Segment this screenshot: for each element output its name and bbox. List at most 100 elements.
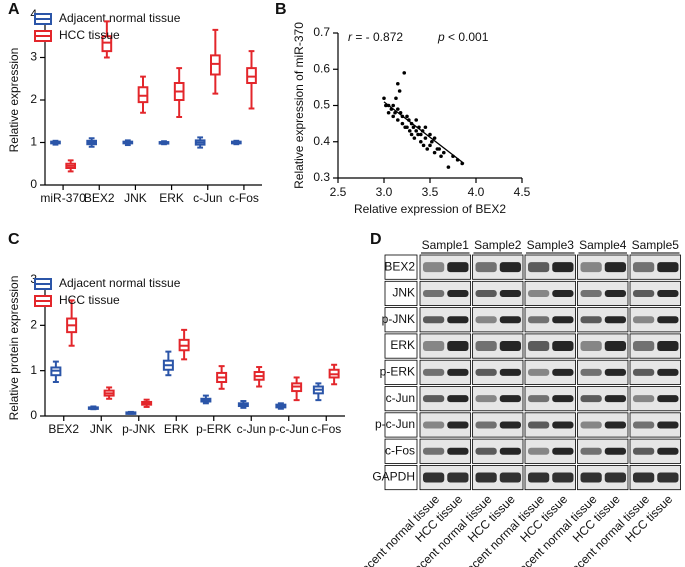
x-tick-label: c-Jun bbox=[237, 422, 266, 436]
band bbox=[447, 341, 469, 352]
box-plot bbox=[162, 350, 174, 377]
band bbox=[552, 472, 574, 483]
band bbox=[499, 289, 521, 297]
y-tick-label: 1 bbox=[30, 363, 37, 377]
band bbox=[475, 368, 497, 376]
box bbox=[246, 67, 257, 84]
sample-label: Sample2 bbox=[474, 238, 522, 252]
box-plot bbox=[50, 360, 62, 383]
y-tick-label: 2 bbox=[30, 318, 37, 332]
legend-label: HCC tissue bbox=[59, 293, 120, 307]
y-tick-label: 0.3 bbox=[313, 170, 330, 184]
band bbox=[633, 316, 655, 324]
sample-label: Sample5 bbox=[632, 238, 680, 252]
box-plot bbox=[328, 363, 340, 386]
protein-label: p-ERK bbox=[380, 365, 415, 379]
y-tick-label: 0 bbox=[30, 408, 37, 422]
x-tick-label: JNK bbox=[90, 422, 113, 436]
point bbox=[439, 154, 443, 159]
x-tick-label: ERK bbox=[159, 191, 184, 205]
band bbox=[423, 472, 445, 483]
band bbox=[423, 316, 445, 324]
band bbox=[633, 395, 655, 403]
point bbox=[394, 96, 398, 101]
annotation-symbol: p bbox=[437, 30, 445, 44]
point bbox=[411, 125, 416, 130]
point bbox=[423, 125, 428, 130]
protein-label: ERK bbox=[390, 338, 415, 352]
box bbox=[137, 86, 149, 104]
band bbox=[657, 289, 679, 297]
legend-label: Adjacent normal tissue bbox=[59, 276, 181, 290]
band bbox=[528, 368, 550, 376]
band bbox=[657, 421, 679, 429]
band bbox=[580, 262, 602, 273]
box-plot bbox=[66, 299, 78, 347]
band bbox=[423, 289, 445, 297]
band bbox=[475, 316, 497, 324]
band bbox=[499, 341, 521, 352]
band bbox=[657, 368, 679, 376]
label-cell bbox=[384, 333, 418, 359]
label-cell bbox=[384, 307, 418, 333]
band bbox=[580, 368, 602, 376]
band bbox=[423, 447, 445, 455]
band bbox=[633, 341, 655, 352]
point bbox=[409, 132, 414, 137]
box bbox=[210, 54, 221, 76]
band bbox=[499, 316, 521, 324]
x-tick-label: c-Fos bbox=[229, 191, 259, 205]
blot-cell bbox=[577, 333, 629, 359]
box-plot bbox=[137, 75, 149, 114]
band bbox=[657, 316, 679, 324]
point bbox=[407, 129, 412, 133]
point bbox=[402, 71, 407, 75]
band bbox=[423, 262, 445, 273]
annotation-text: < 0.001 bbox=[445, 30, 489, 44]
point bbox=[414, 118, 419, 122]
point bbox=[405, 125, 409, 130]
y-tick-label: 0.5 bbox=[313, 98, 330, 112]
band bbox=[499, 395, 521, 403]
band bbox=[633, 447, 655, 455]
band bbox=[423, 395, 445, 403]
box bbox=[101, 35, 113, 53]
point bbox=[430, 139, 434, 144]
box-plot bbox=[275, 402, 287, 410]
point bbox=[425, 147, 430, 151]
band bbox=[604, 316, 626, 324]
label-cell bbox=[384, 386, 418, 412]
band bbox=[528, 262, 550, 273]
point bbox=[396, 107, 400, 111]
band bbox=[552, 395, 574, 403]
band bbox=[423, 341, 445, 352]
point bbox=[437, 147, 442, 151]
box-plot bbox=[122, 139, 134, 147]
band bbox=[604, 289, 626, 297]
point bbox=[419, 139, 423, 144]
band bbox=[552, 447, 574, 455]
protein-label: c-Jun bbox=[386, 391, 415, 405]
x-tick-label: 4.5 bbox=[514, 185, 531, 199]
y-tick-label: 3 bbox=[30, 272, 37, 286]
annotation: p < 0.001 bbox=[437, 30, 489, 44]
band bbox=[633, 368, 655, 376]
y-axis-label: Relative expression bbox=[7, 48, 21, 153]
band bbox=[447, 395, 469, 403]
band bbox=[580, 341, 602, 352]
x-tick-label: 2.5 bbox=[330, 185, 347, 199]
point bbox=[428, 132, 432, 137]
band bbox=[580, 421, 602, 429]
box-plot bbox=[158, 140, 170, 146]
band bbox=[633, 472, 655, 483]
band bbox=[423, 421, 445, 429]
box-plot bbox=[173, 67, 185, 118]
band bbox=[580, 289, 602, 297]
protein-label: p-JNK bbox=[382, 312, 415, 326]
point bbox=[416, 132, 420, 137]
legend-label: Adjacent normal tissue bbox=[59, 11, 181, 25]
legend-label: HCC tissue bbox=[59, 28, 120, 42]
band bbox=[528, 472, 550, 483]
band bbox=[475, 395, 497, 403]
band bbox=[633, 421, 655, 429]
